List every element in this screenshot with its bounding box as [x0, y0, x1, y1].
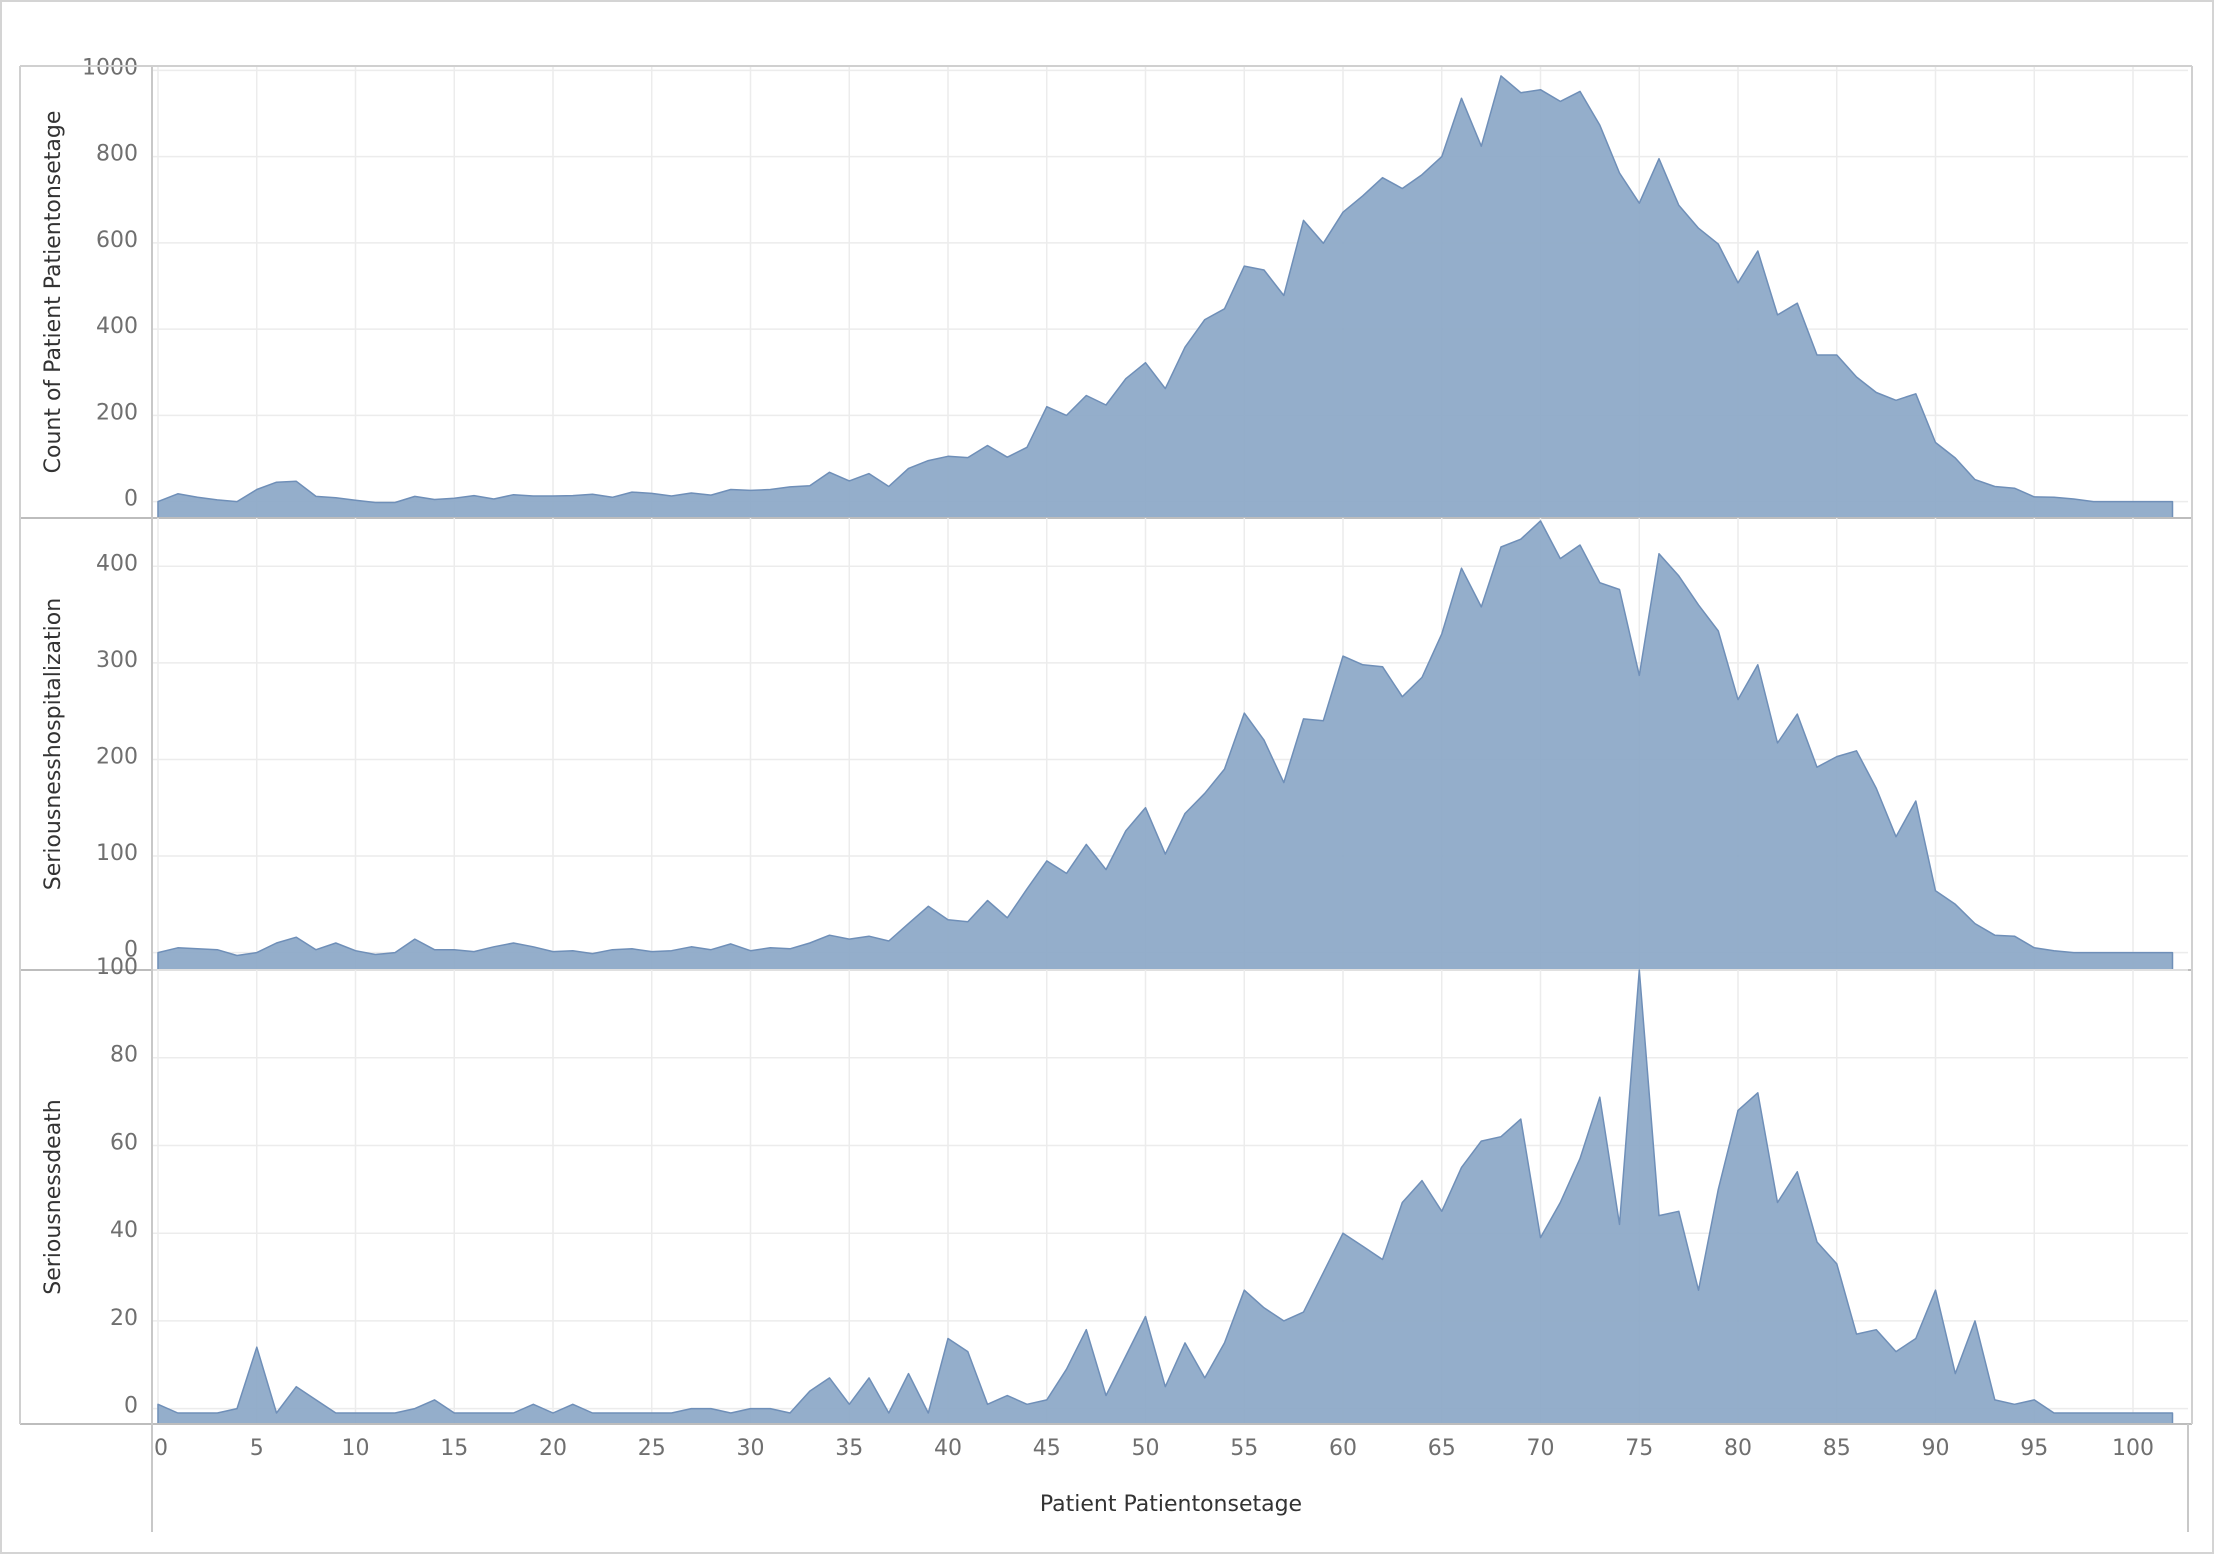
x-tick-label: 100 — [2112, 1436, 2154, 1461]
area-series-1 — [157, 75, 2174, 519]
y-tick-label: 300 — [96, 648, 138, 673]
x-tick-label: 70 — [1527, 1436, 1555, 1461]
y-tick-label: 0 — [124, 1394, 138, 1419]
y-tick-label: 800 — [96, 142, 138, 167]
area-series-2 — [157, 520, 2174, 971]
x-tick-label: 95 — [2020, 1436, 2048, 1461]
x-tick-label: 35 — [835, 1436, 863, 1461]
x-tick-label: 80 — [1724, 1436, 1752, 1461]
panel-1: 0 200 400 600 800 1000 Count of Patient Patien… — [20, 55, 2192, 519]
x-tick-label: 25 — [638, 1436, 666, 1461]
x-tick-label: 0 — [154, 1436, 168, 1461]
y-tick-label: 20 — [110, 1306, 138, 1331]
y-tick-label: 100 — [96, 955, 138, 980]
x-axis-title: Patient Patientonsetage — [1040, 1492, 1302, 1517]
x-tick-label: 15 — [440, 1436, 468, 1461]
area-series-3 — [157, 969, 2174, 1425]
x-tick-label: 45 — [1033, 1436, 1061, 1461]
y-axis-title-2: Seriousnesshospitalization — [41, 598, 66, 890]
x-tick-label: 50 — [1132, 1436, 1160, 1461]
y-tick-label: 200 — [96, 744, 138, 769]
y-tick-label: 200 — [96, 400, 138, 425]
x-tick-label: 10 — [342, 1436, 370, 1461]
y-tick-label: 0 — [124, 938, 138, 963]
x-tick-label: 65 — [1428, 1436, 1456, 1461]
y-axis-title-3: Seriousnessdeath — [41, 1099, 66, 1294]
x-tick-label: 75 — [1625, 1436, 1653, 1461]
y-tick-label: 60 — [110, 1130, 138, 1155]
x-axis: 0 5 10 15 20 25 30 35 40 45 50 55 60 65 70 75 80 85 90 95 10… — [154, 1436, 2154, 1461]
y-tick-label: 100 — [96, 841, 138, 866]
y-axis-title-1: Count of Patient Patientonsetage — [41, 111, 66, 474]
y-tick-label: 600 — [96, 228, 138, 253]
panel-3: 0 20 40 60 80 100 Seriousnessdeath — [20, 955, 2192, 1425]
y-tick-label: 1000 — [82, 55, 138, 80]
x-tick-label: 55 — [1230, 1436, 1258, 1461]
y-tick-label: 400 — [96, 314, 138, 339]
y-tick-label: 400 — [96, 551, 138, 576]
x-tick-label: 60 — [1329, 1436, 1357, 1461]
x-tick-label: 5 — [250, 1436, 264, 1461]
x-tick-label: 30 — [737, 1436, 765, 1461]
x-tick-label: 85 — [1823, 1436, 1851, 1461]
y-tick-label: 0 — [124, 487, 138, 512]
x-tick-label: 90 — [1922, 1436, 1950, 1461]
x-tick-label: 40 — [934, 1436, 962, 1461]
y-tick-label: 40 — [110, 1218, 138, 1243]
y-tick-label: 80 — [110, 1043, 138, 1068]
x-tick-label: 20 — [539, 1436, 567, 1461]
